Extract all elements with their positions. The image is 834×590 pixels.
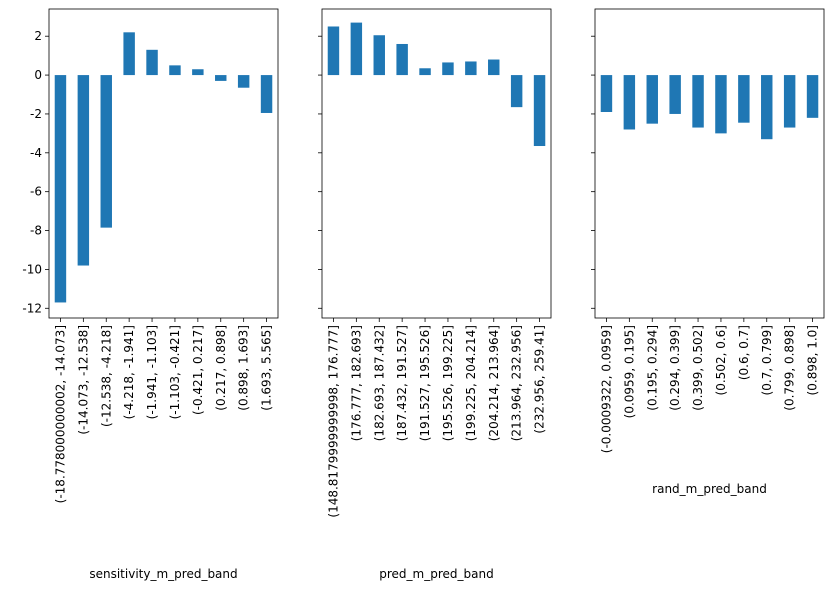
- bar: [738, 75, 750, 123]
- x-tick-label: (0.7, 0.799]: [760, 325, 774, 395]
- bar: [350, 22, 363, 76]
- x-tick-label: (0.294, 0.399]: [668, 325, 682, 411]
- y-tick-label: 2: [34, 29, 42, 43]
- x-tick-label: (187.432, 191.527]: [395, 325, 409, 441]
- x-tick-label: (0.898, 1.0]: [806, 325, 820, 395]
- bar: [783, 75, 796, 128]
- bar: [761, 75, 773, 140]
- x-tick-label: (182.693, 187.432]: [372, 325, 386, 441]
- bar: [237, 75, 250, 88]
- x-tick-label: (199.225, 204.214]: [464, 325, 478, 441]
- x-tick-label: (0.217, 0.898]: [214, 325, 228, 411]
- x-tick-label: (191.527, 195.526]: [418, 325, 432, 441]
- bar: [327, 26, 340, 76]
- x-tick-label: (-1.103, -0.421]: [168, 325, 182, 419]
- bar: [100, 75, 112, 228]
- x-tick-label: (0.6, 0.7]: [737, 325, 751, 380]
- bar: [533, 75, 546, 147]
- x-tick-label: (1.693, 5.565]: [260, 325, 274, 411]
- bar: [623, 75, 636, 130]
- bar: [396, 43, 408, 76]
- bar: [600, 75, 613, 112]
- y-tick-label: -10: [22, 262, 42, 276]
- x-tick-label: (0.898, 1.693]: [237, 325, 251, 411]
- x-tick-label: (0.502, 0.6]: [714, 325, 728, 395]
- bar: [488, 59, 500, 76]
- bar: [215, 75, 227, 81]
- bar: [54, 75, 67, 303]
- chart-panel-1: 2 0 -2 -4 -6 -8 -10 -12 (-18.778000000002, -14.0…: [22, 8, 279, 581]
- bar: [806, 75, 819, 118]
- x-tick-label: (-14.073, -12.538]: [76, 325, 90, 435]
- y-tick-label: -8: [30, 224, 42, 238]
- bar: [442, 62, 454, 76]
- x-tick-label: (-1.941, -1.103]: [145, 325, 159, 419]
- x-tick-label: (-0.0009322, 0.0959]: [599, 325, 613, 453]
- x-tick-label: (0.0959, 0.195]: [622, 325, 636, 418]
- x-tick-label: (-0.421, 0.217]: [191, 325, 205, 415]
- x-tick-label: (0.799, 0.898]: [783, 325, 797, 411]
- x-tick-label: (213.964, 232.956]: [510, 325, 524, 441]
- axes-frame: [321, 8, 552, 319]
- y-tick-label: 0: [34, 68, 42, 82]
- x-tick-label: (195.526, 199.225]: [441, 325, 455, 441]
- x-tick-label: (-4.218, -1.941]: [122, 325, 136, 419]
- x-tick-label: (-12.538, -4.218]: [99, 325, 113, 427]
- x-tick-label: (148.8179999999998, 176.777]: [326, 325, 340, 518]
- axes-frame: [594, 8, 825, 319]
- bar: [465, 61, 477, 76]
- bar: [692, 75, 704, 128]
- x-tick-label: (176.777, 182.693]: [349, 325, 363, 441]
- bar: [510, 75, 523, 108]
- x-tick-label: (0.195, 0.294]: [645, 325, 659, 411]
- x-tick-label: (204.214, 213.964]: [487, 325, 501, 441]
- chart-panel-3: (-0.0009322, 0.0959] (0.0959, 0.195] (0.19…: [591, 8, 825, 496]
- y-tick-label: -2: [30, 107, 42, 121]
- bar: [192, 69, 204, 76]
- y-tick-label: -6: [30, 185, 42, 199]
- bar: [123, 32, 135, 76]
- bar: [169, 65, 181, 76]
- bar: [77, 75, 90, 266]
- x-axis-title: rand_m_pred_band: [652, 482, 767, 496]
- chart-panel-2: (148.8179999999998, 176.777] (176.777, 18…: [318, 8, 552, 581]
- x-tick-label: (232.956, 259.41]: [533, 325, 547, 434]
- bar: [646, 75, 658, 124]
- axes-frame: [48, 8, 279, 319]
- x-axis-title: pred_m_pred_band: [379, 567, 493, 581]
- y-tick-label: -12: [22, 301, 42, 315]
- bar: [146, 49, 158, 76]
- bar: [419, 68, 431, 76]
- bar: [373, 35, 385, 76]
- bar: [715, 75, 727, 134]
- bar: [260, 75, 273, 113]
- x-tick-label: (0.399, 0.502]: [691, 325, 705, 411]
- bar: [669, 75, 681, 114]
- y-tick-label: -4: [30, 146, 42, 160]
- x-tick-label: (-18.778000000002, -14.073]: [53, 325, 67, 503]
- x-axis-title: sensitivity_m_pred_band: [89, 567, 237, 581]
